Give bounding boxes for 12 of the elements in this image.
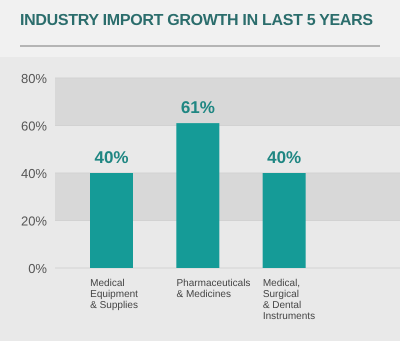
data-label: 40% (94, 148, 129, 167)
x-tick-label: Pharmaceuticals & Medicines (176, 278, 250, 300)
y-tick-label: 0% (28, 261, 48, 276)
x-tick-label: Medical, Surgical & Dental Instruments (262, 278, 316, 322)
y-tick-label: 40% (20, 166, 48, 181)
data-label: 61% (180, 98, 215, 118)
chart-title: INDUSTRY IMPORT GROWTH IN LAST 5 YEARS (20, 12, 373, 30)
x-tick-label: Medical Equipment & Supplies (90, 278, 138, 311)
data-label: 40% (267, 148, 302, 167)
y-tick-label: 80% (20, 71, 48, 86)
y-tick-label: 20% (20, 214, 48, 228)
y-tick-label: 60% (20, 118, 48, 134)
